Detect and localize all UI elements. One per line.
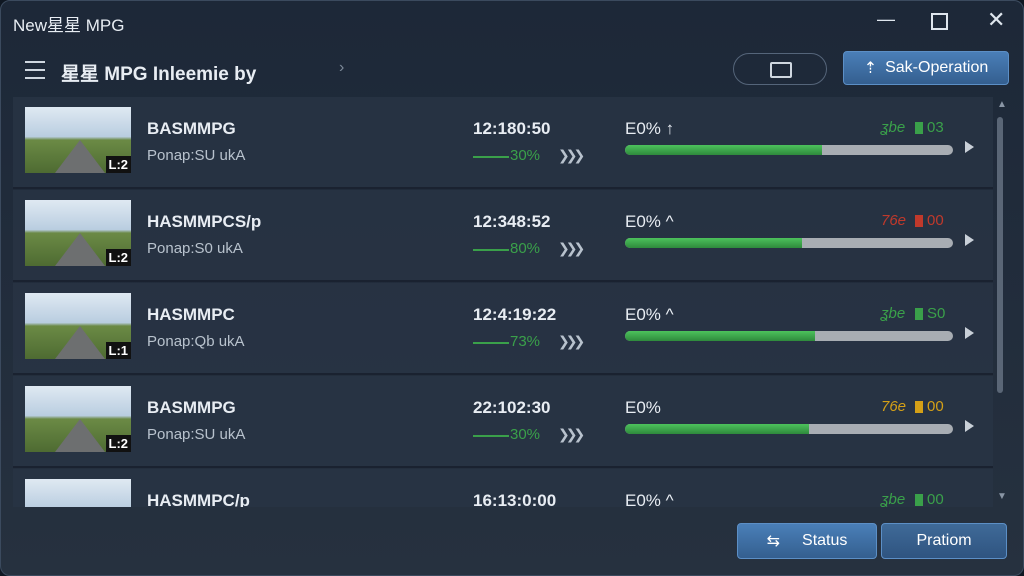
minimize-button[interactable]: — [877, 9, 895, 29]
ratio: E0% ^ [625, 212, 674, 231]
thumbnail: L:2 [25, 386, 131, 452]
progress-track [625, 145, 953, 155]
progress-fill [625, 145, 822, 155]
status-code: 03 [927, 119, 944, 136]
scrollbar[interactable] [997, 117, 1003, 393]
task-subtitle: Ponap:S0 ukA [147, 240, 243, 257]
speed: 73% [510, 333, 541, 350]
time: 22:102:30 [473, 398, 551, 417]
ratio: E0% [625, 398, 661, 417]
status-label: ʓbe [881, 305, 906, 322]
task-name: HASMMPC [147, 305, 235, 324]
status-code: 00 [927, 212, 944, 229]
play-button[interactable] [965, 141, 974, 153]
thumbnail: L:1 [25, 293, 131, 359]
badge: L:2 [105, 156, 131, 173]
task-row[interactable]: L:2 BASMMPG Ponap:SU ukA 22:102:30 30% ❯❯❯ E0%… [13, 376, 993, 468]
thumbnail: L:2 [25, 200, 131, 266]
time: 12:348:52 [473, 212, 551, 231]
primary-button[interactable]: ⇡ Sak-Operation [843, 51, 1009, 85]
chevron: › [339, 59, 345, 76]
button-label: Status [802, 532, 848, 549]
arrows: ❯❯❯ [558, 147, 585, 163]
task-row[interactable]: L:2 BASMMPG Ponap:SU ukA 12:180:50 30% ❯❯❯ E0%… [13, 97, 993, 189]
progress-fill [625, 238, 803, 248]
status-label: ʓbe [881, 491, 906, 507]
badge: L:1 [105, 342, 131, 359]
status-code: 00 [927, 398, 944, 415]
ratio: E0% ^ [625, 491, 674, 507]
play-button[interactable] [965, 327, 974, 339]
task-name: HASMMPCS/p [147, 212, 262, 231]
arrows: ❯❯❯ [558, 240, 585, 256]
menu-button[interactable] [25, 61, 45, 79]
speed: 80% [510, 240, 541, 257]
scroll-down[interactable]: ▼ [997, 491, 1007, 502]
status-code: S0 [927, 305, 946, 322]
status-button[interactable]: ⇆ Status [737, 523, 877, 559]
road [55, 419, 105, 452]
icon: ⇡ [863, 60, 878, 77]
task-name: BASMMPG [147, 398, 236, 417]
task-subtitle: Ponap:SU ukA [147, 147, 246, 164]
progress-track [625, 424, 953, 434]
thumbnail: L:2 [25, 479, 131, 507]
button-label: Sak-Operation [885, 59, 989, 76]
toolbar-title: 星星 MPG Inleemie by [61, 64, 257, 85]
badge: L:2 [105, 249, 131, 266]
arrows: ❯❯❯ [558, 426, 585, 442]
status-label: 76e [881, 212, 907, 229]
badge: L:2 [105, 435, 131, 452]
status-icon [915, 308, 923, 320]
task-row[interactable]: L:1 HASMMPC Ponap:Qb ukA 12:4:19:22 73% ❯❯❯ E0… [13, 283, 993, 375]
progress-track [625, 238, 953, 248]
status-icon [915, 122, 923, 134]
ratio: E0% ↑ [625, 119, 675, 138]
time: 12:180:50 [473, 119, 551, 138]
speed-line [473, 249, 509, 251]
maximize-button[interactable] [931, 13, 948, 30]
status-label: 76e [881, 398, 907, 415]
status-icon [915, 494, 923, 506]
task-subtitle: Ponap:SU ukA [147, 426, 246, 443]
speed-line [473, 156, 509, 158]
icon: ⇆ [766, 533, 781, 550]
view-toggle[interactable] [733, 53, 827, 85]
thumbnail: L:2 [25, 107, 131, 173]
close-button[interactable]: ✕ [987, 7, 1006, 32]
road [55, 326, 105, 359]
task-list: L:2 BASMMPG Ponap:SU ukA 12:180:50 30% ❯❯❯ E0%… [13, 97, 1009, 507]
arrows: ❯❯❯ [558, 333, 585, 349]
road [55, 140, 105, 173]
status-icon [915, 215, 923, 227]
speed-line [473, 435, 509, 437]
task-subtitle: Ponap:Qb ukA [147, 333, 245, 350]
speed: 30% [510, 426, 541, 443]
second-button[interactable]: Pratiom [881, 523, 1007, 559]
road [55, 233, 105, 266]
speed-line [473, 342, 509, 344]
status-icon [915, 401, 923, 413]
play-button[interactable] [965, 420, 974, 432]
progress-track [625, 331, 953, 341]
scroll-up[interactable]: ▲ [997, 99, 1007, 110]
progress-fill [625, 331, 816, 341]
play-button[interactable] [965, 234, 974, 246]
time: 12:4:19:22 [473, 305, 557, 324]
status-label: ʓbe [881, 119, 906, 136]
speed: 30% [510, 147, 541, 164]
window-title: New星星 MPG [13, 16, 125, 35]
task-row[interactable]: L:2 HASMMPCS/p Ponap:S0 ukA 12:348:52 80% ❯❯❯… [13, 190, 993, 282]
ratio: E0% ^ [625, 305, 674, 324]
status-code: 00 [927, 491, 944, 507]
time: 16:13:0:00 [473, 491, 557, 507]
task-name: HASMMPC/p [147, 491, 250, 507]
progress-fill [625, 424, 809, 434]
task-name: BASMMPG [147, 119, 236, 138]
button-label: Pratiom [916, 532, 972, 549]
